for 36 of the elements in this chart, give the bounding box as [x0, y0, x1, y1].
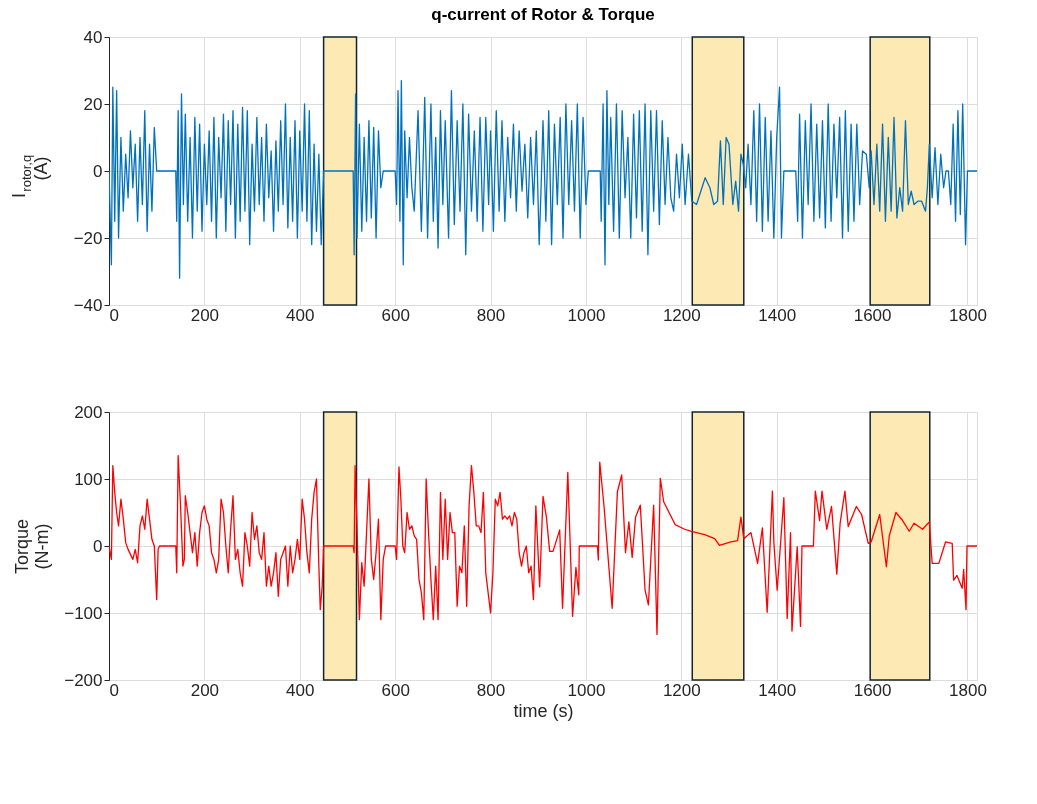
y-tick-label: 100	[74, 469, 103, 489]
y-axis-title: Irotor,q (A)	[9, 154, 51, 198]
x-tick-label: 600	[381, 680, 410, 700]
chart-title: q-current of Rotor & Torque	[431, 5, 655, 24]
x-tick-label: 0	[109, 305, 119, 325]
x-tick-label: 600	[381, 305, 410, 325]
y-tick-label: 0	[93, 536, 103, 556]
y-tick-label: 20	[83, 94, 103, 114]
y-axis-title: Torque (N-m)	[12, 518, 53, 575]
x-tick-label: 1400	[758, 680, 797, 700]
x-tick-label: 1600	[853, 680, 892, 700]
x-tick-label: 1000	[567, 305, 606, 325]
y-tick-label: 0	[93, 161, 103, 181]
y-tick-label: −40	[73, 295, 103, 315]
line-series	[109, 79, 977, 279]
x-tick-label: 800	[476, 680, 506, 700]
line-series	[109, 454, 977, 636]
x-tick-label: 0	[109, 680, 119, 700]
y-tick-label: 200	[74, 402, 103, 422]
y-tick-label: 40	[83, 27, 103, 47]
y-tick-label: −100	[64, 603, 103, 623]
x-tick-label: 200	[190, 305, 220, 325]
x-tick-label: 1200	[662, 305, 701, 325]
x-tick-label: 1800	[949, 305, 987, 325]
x-tick-label: 1000	[567, 680, 606, 700]
x-tick-label: 1200	[662, 680, 701, 700]
x-tick-label: 400	[286, 680, 315, 700]
x-tick-label: 1400	[758, 305, 797, 325]
x-axis-title: time (s)	[513, 700, 574, 721]
x-tick-label: 800	[476, 305, 506, 325]
y-tick-label: −200	[64, 670, 103, 690]
y-tick-label: −20	[73, 228, 103, 248]
x-tick-label: 200	[190, 680, 220, 700]
x-tick-label: 1600	[853, 305, 892, 325]
x-tick-label: 1800	[949, 680, 987, 700]
x-tick-label: 400	[286, 305, 315, 325]
